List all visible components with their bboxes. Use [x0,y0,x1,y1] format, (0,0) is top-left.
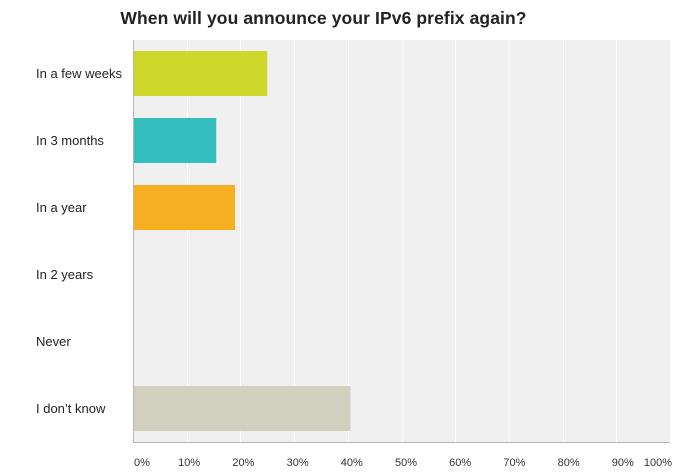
x-tick-label: 90% [612,457,634,469]
x-tick-label: 0% [134,457,150,469]
x-tick-label: 20% [232,457,254,469]
x-tick-label: 30% [287,457,309,469]
bar [133,386,351,431]
plot-area [133,40,670,442]
bar [133,185,236,230]
bar [133,118,217,163]
x-tick-label: 50% [395,457,417,469]
x-tick-label: 60% [449,457,471,469]
category-label: I don’t know [36,401,106,416]
x-tick-label: 10% [178,457,200,469]
x-tick-label: 40% [341,457,363,469]
category-label: In 2 years [36,267,94,282]
x-tick-label: 100% [644,457,672,469]
category-label: In 3 months [36,133,104,148]
category-label: Never [36,334,71,349]
x-tick-label: 80% [558,457,580,469]
chart-title-text: When will you announce your IPv6 prefix … [120,8,527,28]
chart-title: When will you announce your IPv6 prefix … [0,8,681,29]
bar [133,51,268,96]
x-tick-label: 70% [503,457,525,469]
category-label: In a few weeks [36,66,122,81]
category-label: In a year [36,200,87,215]
